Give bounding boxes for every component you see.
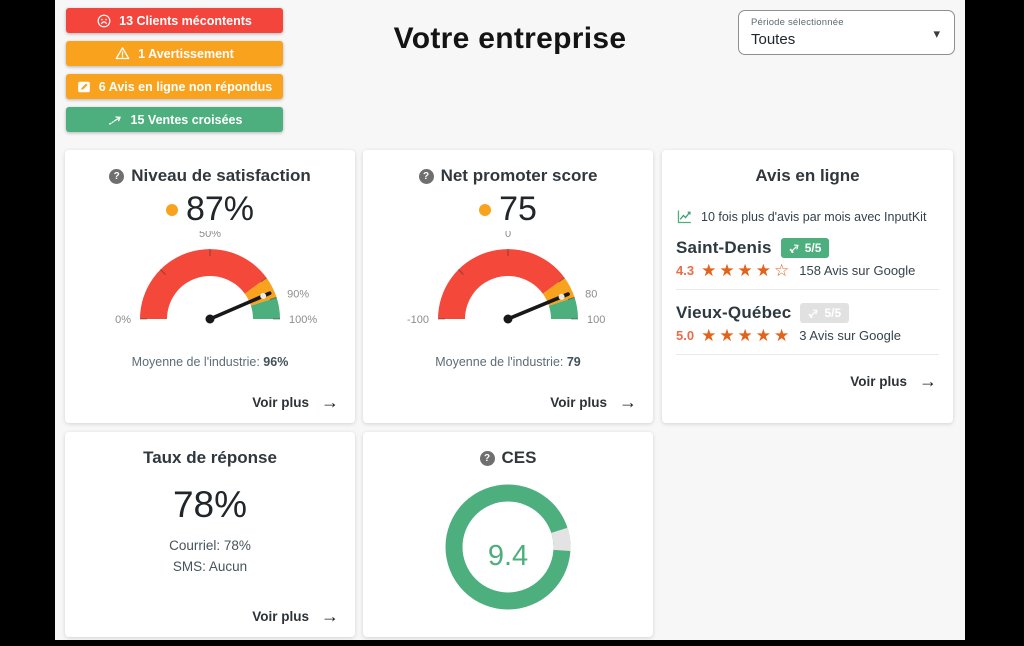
promo-row: 10 fois plus d'avis par mois avec InputK…: [676, 208, 939, 225]
card-title: Niveau de satisfaction: [131, 166, 311, 185]
arrow-right-icon: →: [619, 392, 637, 412]
promo-text: 10 fois plus d'avis par mois avec InputK…: [701, 209, 927, 224]
satisfaction-gauge-chart: 0% 50% 90% 100%: [115, 231, 317, 326]
chevron-down-icon: ▾: [933, 26, 940, 41]
svg-text:90%: 90%: [287, 289, 309, 301]
help-icon[interactable]: ?: [479, 450, 495, 466]
ces-value: 9.4: [487, 540, 529, 572]
svg-text:0: 0: [505, 231, 511, 240]
help-icon[interactable]: ?: [418, 168, 434, 184]
ces-card: ? CES 9.4: [363, 432, 653, 637]
response-rate-value: 78%: [172, 484, 248, 525]
status-dot-icon: [165, 203, 178, 216]
card-title-row: ? Niveau de satisfaction: [65, 166, 355, 186]
alert-label: 15 Ventes croisées: [130, 112, 243, 127]
page-title: Votre entreprise: [393, 22, 627, 55]
satisfaction-value-row: 87%: [65, 190, 355, 229]
satisfaction-value: 87%: [185, 190, 255, 228]
alert-label: 6 Avis en ligne non répondus: [98, 79, 273, 94]
alert-label: 1 Avertissement: [138, 46, 234, 61]
divider: [676, 354, 939, 355]
status-dot-icon: [479, 203, 492, 216]
alert-unhappy-clients-button[interactable]: 13 Clients mécontents: [66, 8, 283, 33]
arrow-right-icon: →: [919, 371, 937, 391]
response-rate-card: Taux de réponse 78% Courriel: 78% SMS: A…: [65, 432, 355, 637]
svg-text:0%: 0%: [115, 314, 131, 326]
card-title: Net promoter score: [440, 166, 598, 185]
voir-plus-link[interactable]: Voir plus →: [550, 392, 637, 412]
svg-text:50%: 50%: [199, 231, 221, 240]
nps-card: ? Net promoter score 75 -100 0 80 100 Moyen…: [363, 150, 653, 423]
arrow-right-icon: →: [321, 606, 339, 626]
review-count: 158 Avis sur Google: [799, 263, 916, 278]
ces-donut-chart: [445, 484, 571, 610]
rating-value: 4.3: [676, 263, 695, 278]
svg-text:100%: 100%: [289, 314, 317, 326]
period-select[interactable]: Période sélectionnée Toutes ▾: [738, 10, 955, 55]
location-item: Saint-Denis 5/5 4.3 ★★★★☆ 158 Avis sur G…: [676, 238, 939, 279]
nps-gauge-chart: -100 0 80 100: [407, 231, 605, 326]
nps-value: 75: [499, 190, 537, 228]
review-icon: [77, 80, 91, 94]
svg-text:100: 100: [587, 314, 605, 326]
alert-warning-button[interactable]: 1 Avertissement: [66, 41, 283, 66]
svg-text:80: 80: [585, 289, 597, 301]
dashboard: 13 Clients mécontents 1 Avertissement 6 …: [55, 0, 965, 640]
industry-average: Moyenne de l'industrie: 79: [435, 355, 581, 369]
response-rate-sms: SMS: Aucun: [172, 558, 248, 574]
period-select-value: Toutes: [751, 31, 796, 48]
alert-buttons: 13 Clients mécontents 1 Avertissement 6 …: [66, 8, 283, 132]
location-item: Vieux-Québec 5/5 5.0 ★★★★★ 3 Avis sur Go…: [676, 303, 939, 344]
star-rating-icons: ★★★★★: [701, 326, 793, 345]
card-title-row: ? Net promoter score: [363, 166, 653, 186]
alert-cross-sales-button[interactable]: 15 Ventes croisées: [66, 107, 283, 132]
alert-unanswered-reviews-button[interactable]: 6 Avis en ligne non répondus: [66, 74, 283, 99]
score-badge: 5/5: [780, 238, 830, 258]
divider: [676, 289, 939, 290]
industry-average: Moyenne de l'industrie: 96%: [131, 355, 289, 369]
pin-icon: [808, 308, 819, 319]
card-title-row: Taux de réponse: [65, 448, 355, 468]
frown-icon: [97, 14, 111, 28]
svg-text:-100: -100: [407, 314, 429, 326]
voir-plus-link[interactable]: Voir plus →: [252, 606, 339, 626]
voir-plus-link[interactable]: Voir plus →: [850, 371, 937, 391]
voir-plus-link[interactable]: Voir plus →: [252, 392, 339, 412]
location-name: Saint-Denis: [676, 238, 772, 257]
arrow-right-icon: →: [321, 392, 339, 412]
card-title: Taux de réponse: [143, 448, 277, 467]
satisfaction-card: ? Niveau de satisfaction 87% 0% 50% 90% 100…: [65, 150, 355, 423]
card-title: Avis en ligne: [755, 166, 860, 185]
location-name: Vieux-Québec: [676, 303, 792, 322]
period-select-label: Période sélectionnée: [751, 17, 844, 28]
rating-value: 5.0: [676, 328, 695, 343]
score-badge: 5/5: [800, 303, 850, 323]
response-rate-email: Courriel: 78%: [169, 538, 251, 553]
cross-sell-icon: [107, 112, 123, 128]
star-rating-icons: ★★★★☆: [701, 261, 793, 280]
nps-value-row: 75: [363, 190, 653, 229]
card-title: CES: [501, 448, 537, 467]
chart-line-icon: [676, 208, 693, 225]
alert-label: 13 Clients mécontents: [119, 13, 252, 28]
card-title-row: ? CES: [363, 448, 653, 468]
review-count: 3 Avis sur Google: [799, 328, 901, 343]
pin-icon: [789, 243, 800, 254]
card-title-row: Avis en ligne: [662, 166, 953, 186]
warning-icon: [115, 46, 130, 61]
online-reviews-card: Avis en ligne 10 fois plus d'avis par mo…: [662, 150, 953, 423]
help-icon[interactable]: ?: [109, 168, 125, 184]
